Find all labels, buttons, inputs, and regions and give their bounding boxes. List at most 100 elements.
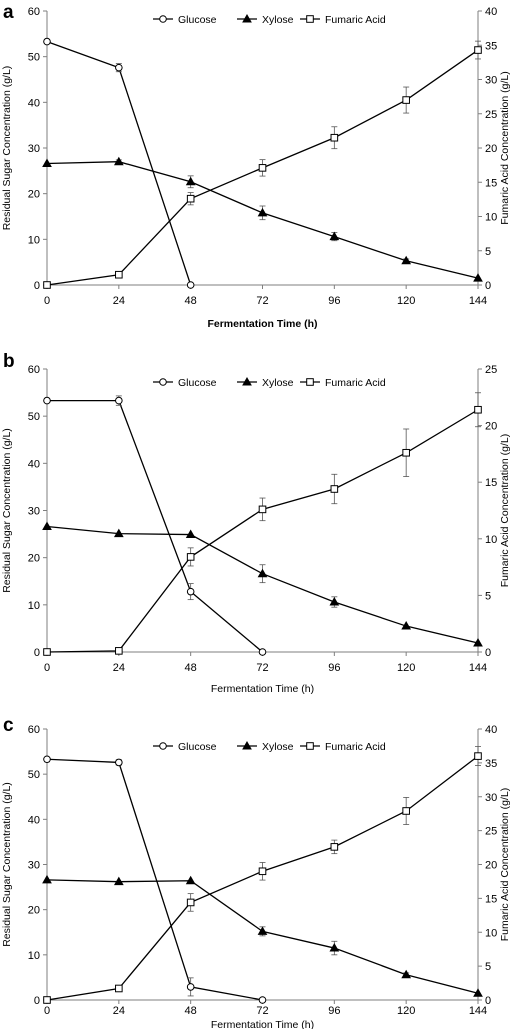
data-point — [474, 752, 482, 760]
data-point — [186, 194, 195, 203]
data-point — [185, 529, 196, 539]
y-tick-label: 50 — [28, 52, 40, 64]
x-tick-label: 96 — [328, 1005, 340, 1017]
y-tick-label: 0 — [34, 280, 40, 292]
x-tick-label: 0 — [44, 295, 50, 307]
x-tick-label: 72 — [256, 662, 268, 674]
y-axis-title: Residual Sugar Concentration (g/L) — [1, 782, 13, 947]
legend: Glucose Xylose Fumaric Acid — [153, 376, 386, 389]
x-tick-label: 48 — [185, 295, 197, 307]
series-line — [47, 399, 263, 653]
y2-tick-label: 15 — [485, 893, 497, 905]
y2-axis-title: Fumaric Acid Concentration (g/L) — [499, 71, 511, 224]
data-point — [186, 898, 195, 907]
y2-tick-label: 35 — [485, 758, 497, 770]
data-point — [257, 926, 268, 935]
data-point — [186, 281, 195, 289]
y-tick-label: 60 — [28, 724, 40, 736]
data-point — [115, 270, 123, 279]
data-point — [258, 164, 267, 172]
y2-tick-label: 20 — [485, 421, 497, 433]
legend-label: Glucose — [178, 741, 217, 753]
y2-tick-label: 25 — [485, 109, 497, 121]
y-tick-label: 20 — [28, 905, 40, 917]
legend: Glucose Xylose Fumaric Acid — [153, 13, 386, 26]
x-tick-label: 72 — [256, 1005, 268, 1017]
data-point — [185, 875, 196, 885]
y-tick-label: 20 — [28, 189, 40, 201]
y2-tick-label: 5 — [485, 590, 491, 602]
legend-marker — [242, 13, 252, 23]
legend-label: Xylose — [262, 14, 294, 26]
x-tick-label: 144 — [469, 295, 487, 307]
data-point — [402, 96, 410, 104]
legend-marker — [306, 742, 314, 750]
data-point — [329, 231, 340, 241]
y2-tick-label: 25 — [485, 364, 497, 376]
x-axis-title: Fermentation Time (h) — [207, 318, 317, 330]
y-tick-label: 30 — [28, 506, 40, 518]
x-tick-label: 120 — [397, 1005, 415, 1017]
legend-label: Xylose — [262, 377, 294, 389]
y2-tick-label: 0 — [485, 647, 491, 659]
data-point — [257, 568, 268, 578]
y2-tick-label: 20 — [485, 860, 497, 872]
y2-tick-label: 10 — [485, 534, 497, 546]
y-tick-label: 30 — [28, 860, 40, 872]
series-line — [46, 525, 479, 644]
data-point — [330, 133, 339, 142]
legend-marker — [306, 378, 314, 386]
data-point — [42, 158, 52, 168]
x-tick-label: 144 — [469, 662, 487, 674]
y2-tick-label: 25 — [485, 826, 497, 838]
data-point — [186, 553, 195, 561]
legend-label: Fumaric Acid — [325, 377, 386, 389]
x-tick-label: 144 — [469, 1005, 487, 1017]
legend: Glucose Xylose Fumaric Acid — [153, 740, 386, 753]
data-point — [43, 648, 51, 656]
y2-tick-label: 30 — [485, 792, 497, 804]
series-fumaric-acid — [43, 40, 482, 289]
panel-label: a — [3, 2, 14, 23]
legend-marker — [242, 740, 252, 750]
x-axis-title: Fermentation Time (h) — [211, 1019, 314, 1029]
data-point — [186, 983, 195, 991]
chart-panel-b: b 0 24 48 72 96 120 144 0 10 20 30 40 50 60 0 5 10 15 20 25 F… — [1, 351, 511, 695]
x-tick-label: 96 — [328, 662, 340, 674]
x-tick-label: 0 — [44, 662, 50, 674]
legend-label: Xylose — [262, 741, 294, 753]
y2-tick-label: 5 — [485, 961, 491, 973]
y-tick-label: 40 — [28, 97, 40, 109]
series-xylose — [42, 156, 483, 282]
data-point — [43, 281, 51, 289]
y-tick-label: 40 — [28, 458, 40, 470]
legend-marker — [306, 15, 314, 23]
y-tick-label: 0 — [34, 647, 40, 659]
data-point — [42, 874, 52, 884]
data-point — [43, 37, 51, 46]
data-point — [113, 876, 124, 886]
panel-label: c — [3, 715, 14, 736]
x-tick-label: 24 — [113, 1005, 125, 1017]
legend-label: Glucose — [178, 14, 217, 26]
data-point — [474, 46, 482, 54]
data-point — [258, 505, 267, 514]
y2-tick-label: 5 — [485, 246, 491, 258]
data-point — [329, 943, 340, 952]
legend-marker — [159, 15, 167, 23]
data-point — [474, 405, 482, 414]
x-tick-label: 24 — [113, 295, 125, 307]
x-tick-label: 120 — [397, 295, 415, 307]
data-point — [330, 485, 339, 493]
y-axis-title: Residual Sugar Concentration (g/L) — [1, 66, 13, 231]
panel-label: b — [3, 351, 15, 372]
series-xylose — [42, 874, 483, 997]
y-tick-label: 40 — [28, 814, 40, 826]
data-point — [473, 273, 483, 282]
data-point — [115, 396, 123, 405]
data-point — [43, 755, 51, 764]
series-line — [46, 409, 479, 653]
data-point — [186, 587, 195, 596]
y2-tick-label: 35 — [485, 40, 497, 52]
